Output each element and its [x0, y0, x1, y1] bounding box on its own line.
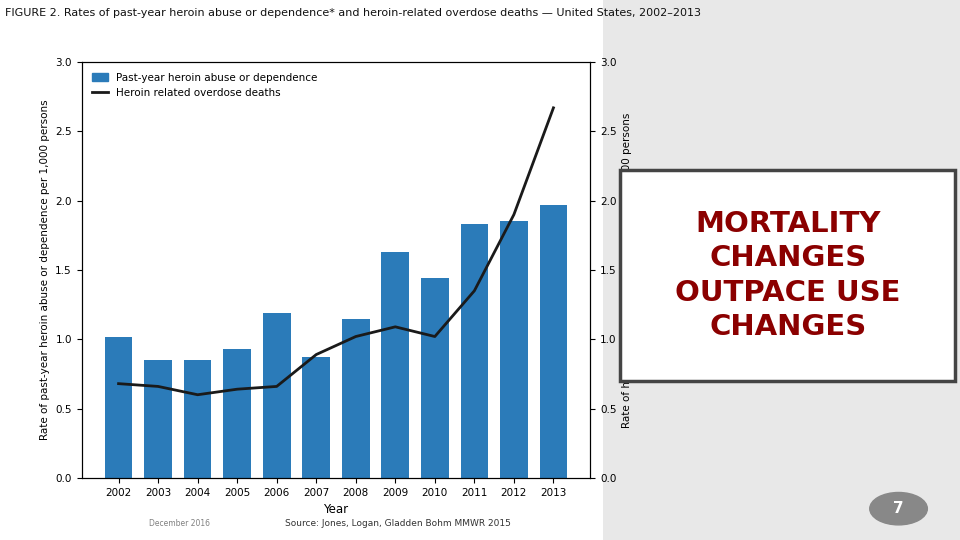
Bar [421, 278, 448, 478]
Bar [540, 205, 567, 478]
Y-axis label: Rate of heroin-related overdose deaths per 100,000 persons: Rate of heroin-related overdose deaths p… [622, 112, 633, 428]
Bar [183, 360, 211, 478]
Text: FIGURE 2. Rates of past-year heroin abuse or dependence* and heroin-related over: FIGURE 2. Rates of past-year heroin abus… [5, 8, 701, 18]
Bar [105, 336, 132, 478]
Bar [144, 360, 172, 478]
Text: December 2016: December 2016 [150, 519, 210, 529]
Legend: Past-year heroin abuse or dependence, Heroin related overdose deaths: Past-year heroin abuse or dependence, He… [86, 68, 323, 103]
X-axis label: Year: Year [324, 503, 348, 516]
Bar [302, 357, 330, 478]
Text: MORTALITY
CHANGES
OUTPACE USE
CHANGES: MORTALITY CHANGES OUTPACE USE CHANGES [675, 210, 900, 341]
Bar [263, 313, 291, 478]
Bar [342, 319, 370, 478]
Bar [461, 224, 489, 478]
Y-axis label: Rate of past-year heroin abuse or dependence per 1,000 persons: Rate of past-year heroin abuse or depend… [39, 100, 50, 440]
Bar [224, 349, 251, 478]
Text: Source: Jones, Logan, Gladden Bohm MMWR 2015: Source: Jones, Logan, Gladden Bohm MMWR … [285, 519, 512, 528]
Bar [500, 221, 528, 478]
Bar [381, 252, 409, 478]
Text: 7: 7 [893, 501, 904, 516]
